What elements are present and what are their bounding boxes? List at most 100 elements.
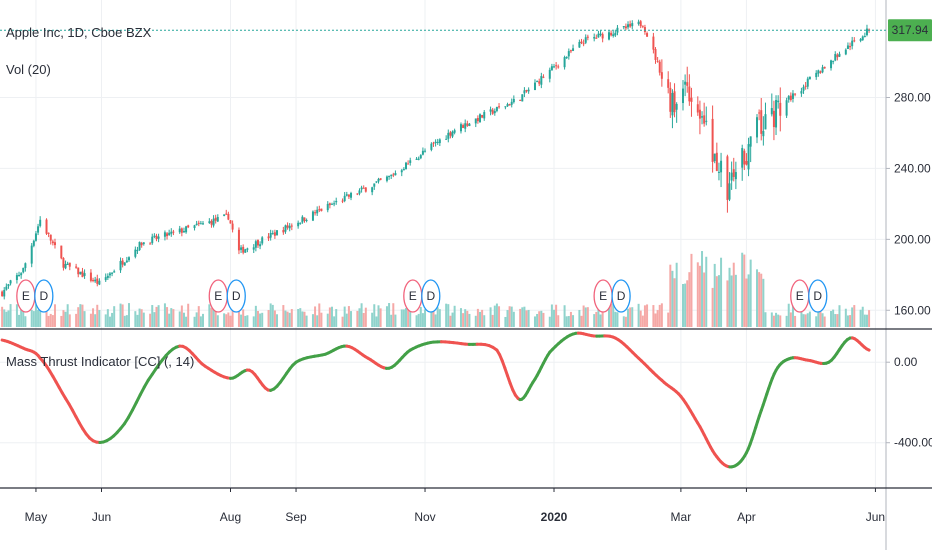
- candle-body: [269, 232, 272, 238]
- candle-body: [637, 21, 640, 25]
- price-tick-label: 240.00: [894, 161, 931, 175]
- volume-bar: [311, 314, 314, 327]
- candle-body: [836, 54, 839, 58]
- volume-bar: [734, 274, 737, 327]
- volume-bar: [612, 303, 615, 327]
- volume-bar: [9, 304, 12, 327]
- candle-body: [540, 76, 543, 85]
- candle-body: [834, 54, 837, 61]
- candle-body: [392, 174, 395, 176]
- candle-body: [436, 141, 439, 143]
- candle-body: [149, 243, 152, 245]
- volume-bar: [764, 312, 767, 327]
- candle-body: [333, 203, 336, 205]
- volume-bar: [770, 312, 773, 327]
- candle-body: [22, 267, 25, 273]
- candle-body: [326, 203, 329, 211]
- volume-bar: [806, 313, 809, 327]
- volume-bar: [394, 314, 397, 327]
- candle-body: [479, 114, 482, 123]
- volume-bar: [830, 311, 833, 327]
- volume-bar: [652, 305, 655, 327]
- volume-bar: [479, 311, 482, 327]
- candle-body: [713, 153, 716, 162]
- volume-bar: [643, 305, 646, 327]
- candle-body: [527, 89, 530, 92]
- candle-body: [610, 32, 613, 36]
- candle-body: [214, 217, 217, 221]
- candle-body: [136, 250, 139, 252]
- candle-body: [394, 173, 397, 176]
- time-tick-label: Sep: [285, 510, 307, 524]
- symbol-title-text: Apple Inc, 1D, Cboe BZX: [6, 25, 152, 40]
- candle-body: [491, 109, 494, 114]
- volume-bar: [474, 315, 477, 327]
- candle-body: [225, 213, 228, 215]
- volume-legend[interactable]: Vol (20): [6, 62, 51, 77]
- price-candles: [1, 19, 871, 300]
- candle-body: [806, 78, 809, 87]
- volume-bar: [572, 315, 575, 327]
- volume-bar: [299, 308, 302, 327]
- volume-bar: [3, 309, 6, 327]
- volume-bar: [290, 309, 293, 327]
- volume-bar: [646, 304, 649, 327]
- candle-body: [770, 108, 773, 115]
- volume-bar: [123, 315, 126, 327]
- volume-bar: [861, 306, 864, 327]
- volume-bar: [675, 262, 678, 327]
- volume-bar: [495, 303, 498, 327]
- volume-bar: [121, 304, 124, 327]
- candle-body: [652, 36, 655, 50]
- candle-body: [555, 65, 558, 67]
- candle-body: [445, 138, 448, 140]
- volume-bar: [37, 309, 40, 327]
- candle-body: [703, 115, 706, 124]
- candle-body: [459, 124, 462, 132]
- candle-body: [762, 130, 765, 137]
- candle-body: [586, 36, 589, 38]
- volume-bar: [430, 303, 433, 327]
- volume-bar: [730, 275, 733, 327]
- candle-body: [237, 229, 240, 251]
- volume-bar: [92, 308, 95, 327]
- candle-body: [360, 187, 363, 190]
- candle-body: [599, 33, 602, 35]
- earnings-marker-label: E: [409, 289, 417, 303]
- candle-body: [451, 131, 454, 137]
- volume-bar: [404, 308, 407, 327]
- candle-body: [743, 150, 746, 165]
- candle-body: [863, 35, 866, 37]
- candle-body: [832, 61, 835, 63]
- volume-bar: [201, 313, 204, 327]
- candle-body: [388, 176, 391, 178]
- volume-bar: [223, 313, 226, 327]
- candle-body: [153, 235, 156, 237]
- candle-body: [7, 284, 10, 287]
- candle-body: [747, 144, 750, 170]
- candle-body: [314, 212, 317, 214]
- candle-body: [582, 43, 585, 45]
- candle-body: [379, 178, 382, 180]
- volume-bar: [326, 313, 329, 327]
- candle-body: [624, 26, 627, 29]
- candle-body: [512, 98, 515, 103]
- indicator-legend[interactable]: Mass Thrust Indicator [CC] (, 14): [6, 354, 194, 369]
- candle-body: [18, 274, 21, 276]
- candle-body: [375, 181, 378, 183]
- volume-bar: [658, 304, 661, 327]
- volume-bar: [527, 309, 530, 327]
- volume-bar: [493, 305, 496, 327]
- volume-bar: [519, 308, 522, 327]
- volume-bar: [540, 310, 543, 327]
- candle-body: [49, 234, 52, 241]
- candle-body: [172, 231, 175, 233]
- volume-bar: [400, 309, 403, 327]
- candle-body: [705, 120, 708, 122]
- volume-bar: [726, 280, 729, 327]
- symbol-title[interactable]: Apple Inc, 1D, Cboe BZX: [6, 25, 151, 40]
- volume-bar: [358, 308, 361, 327]
- volume-bar: [345, 313, 348, 327]
- volume-bar: [772, 315, 775, 327]
- candle-body: [789, 95, 792, 101]
